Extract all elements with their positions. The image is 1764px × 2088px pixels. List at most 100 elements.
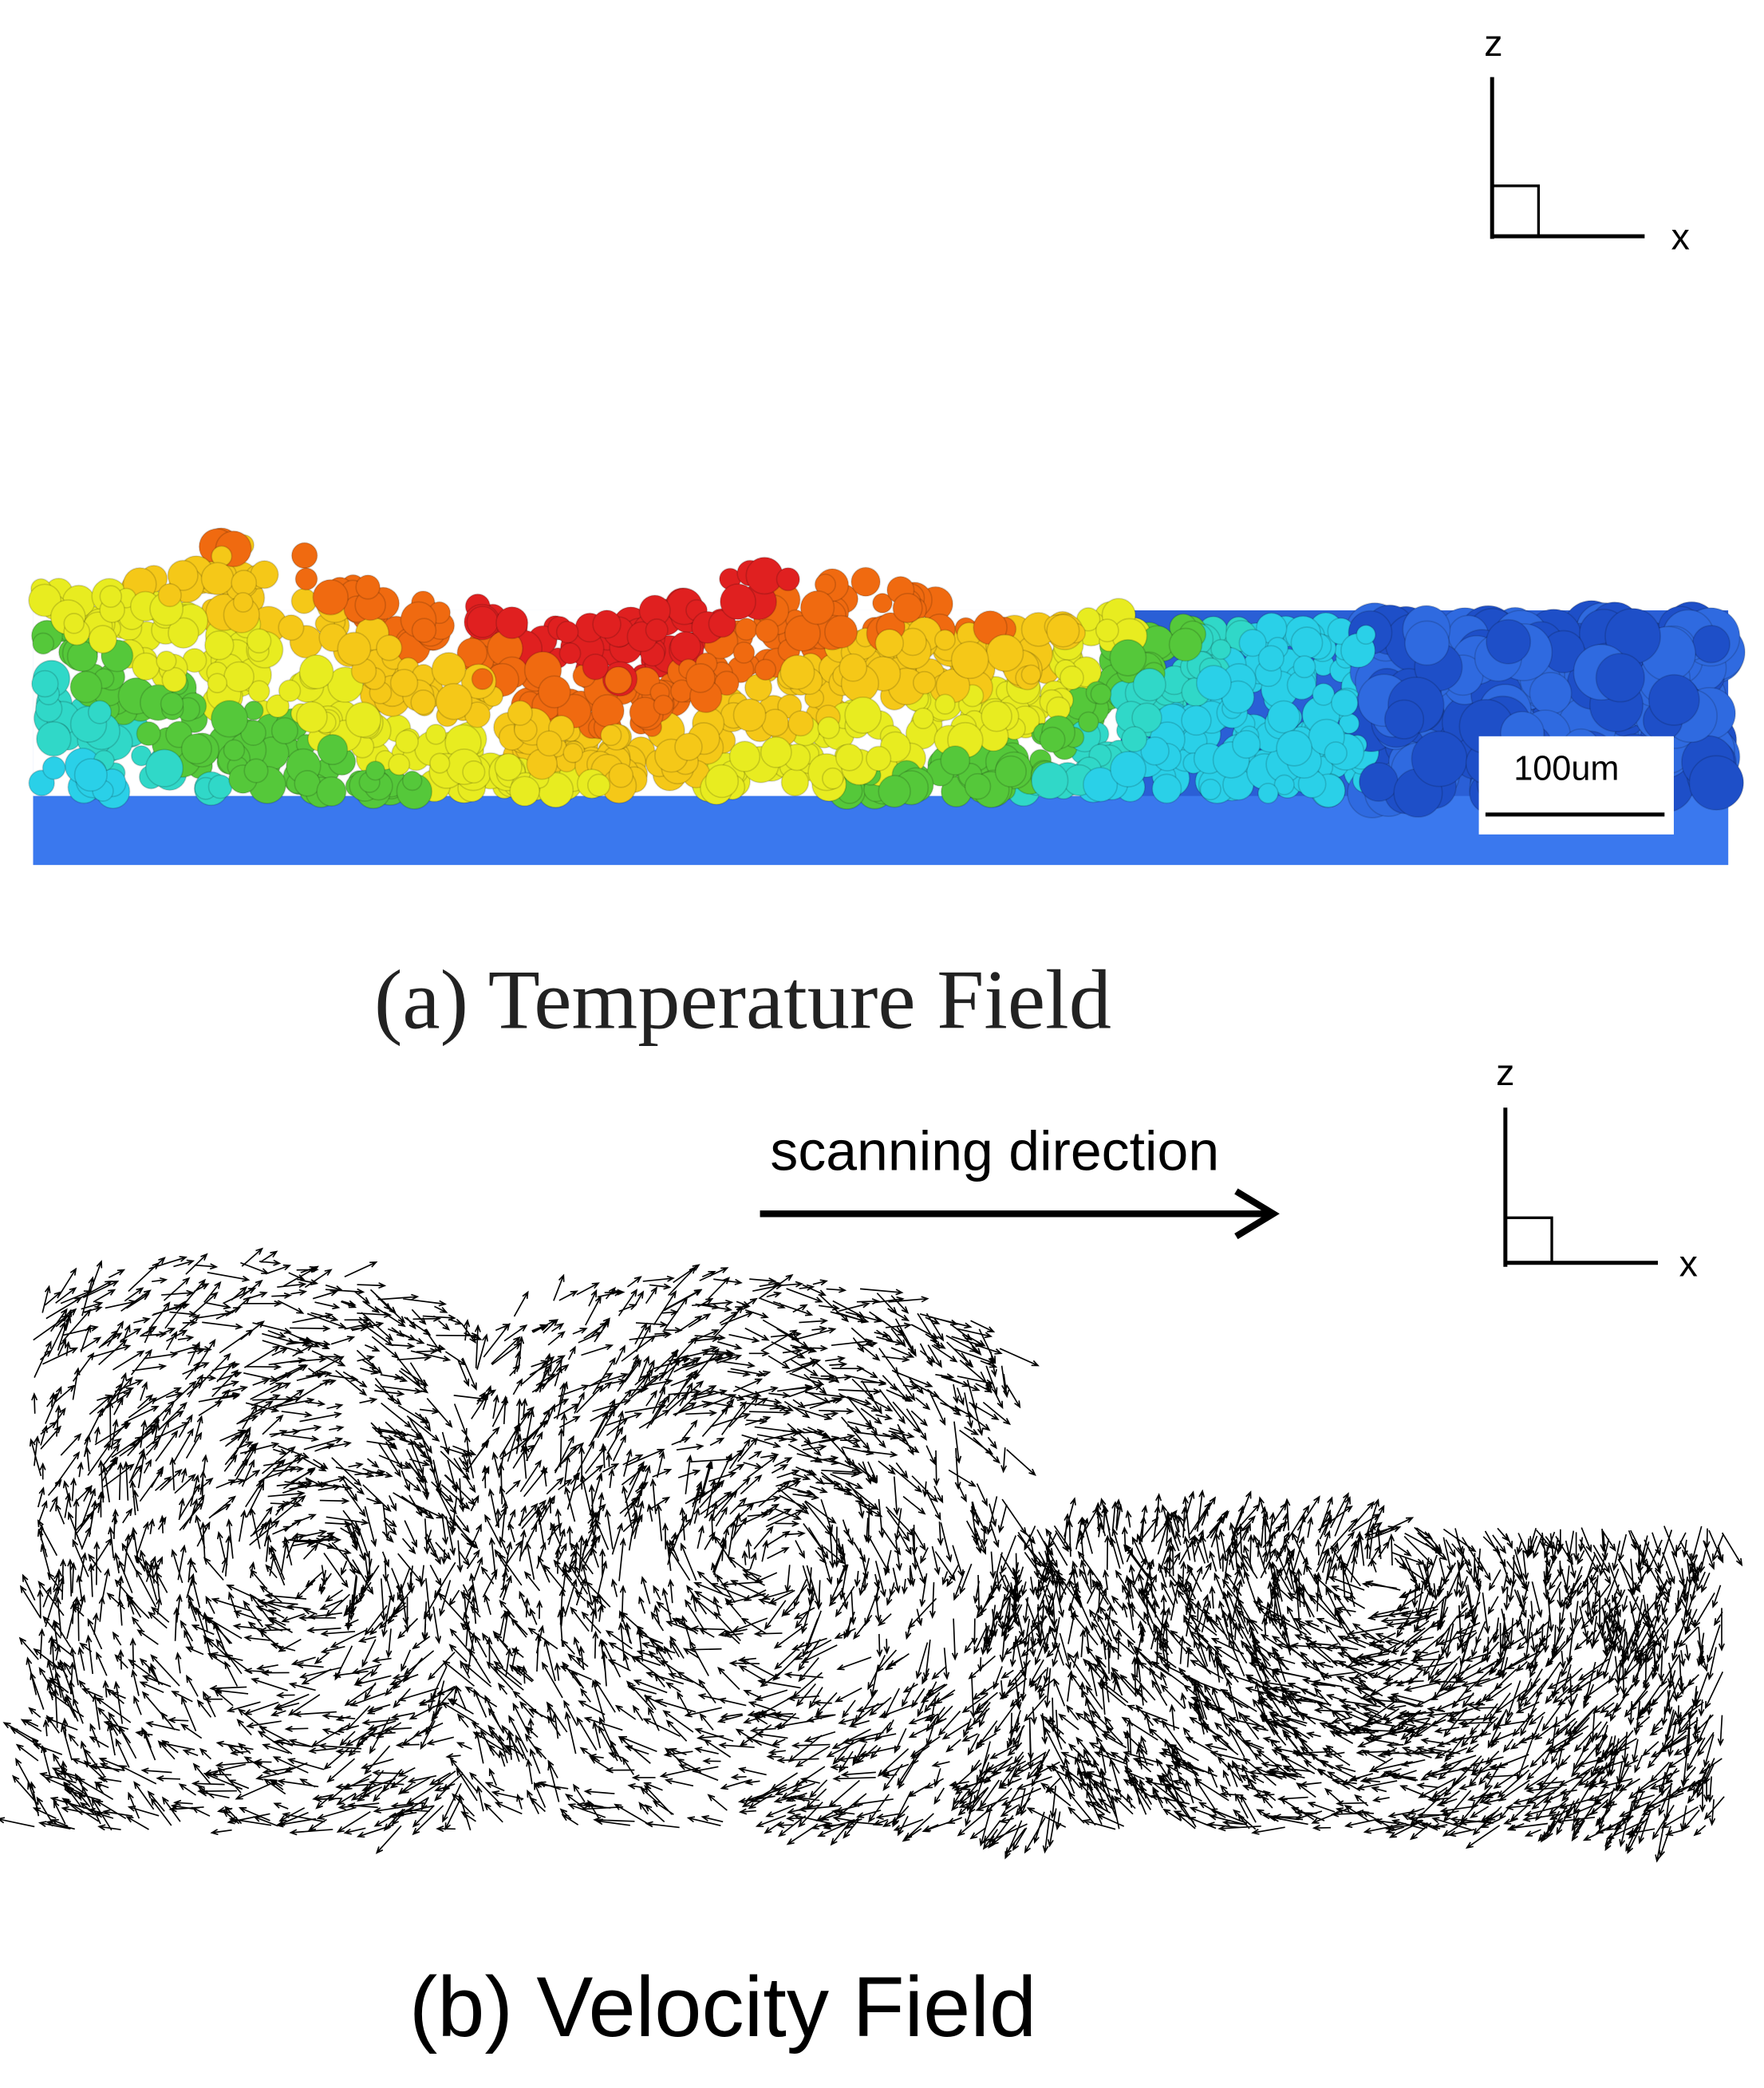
particle: [507, 700, 533, 726]
particle: [1411, 730, 1468, 787]
particle: [754, 658, 777, 681]
particle: [1648, 673, 1700, 726]
particle: [1383, 699, 1425, 740]
particle: [586, 773, 611, 797]
particle: [872, 592, 893, 614]
particle: [1404, 620, 1450, 666]
particle: [775, 566, 800, 592]
particle: [1121, 726, 1148, 752]
right-angle: [1490, 184, 1541, 238]
particle: [1276, 729, 1313, 767]
particle: [1257, 783, 1279, 804]
particle: [1181, 705, 1212, 736]
particle: [728, 740, 761, 772]
particle: [395, 729, 419, 754]
particle: [783, 614, 821, 652]
particle: [495, 606, 529, 640]
particle: [535, 730, 562, 757]
particle: [425, 724, 447, 745]
particle: [247, 680, 270, 703]
particle: [866, 745, 892, 772]
axis-label: z: [1484, 22, 1502, 64]
particle: [600, 724, 622, 747]
particle: [817, 716, 840, 740]
particle: [429, 752, 451, 774]
particle: [312, 578, 349, 616]
particle: [934, 693, 956, 715]
caption: (a) Temperature Field: [374, 953, 1111, 1048]
particle: [669, 630, 702, 663]
axis-label: x: [1679, 1242, 1698, 1284]
particle: [99, 585, 123, 608]
particle: [1691, 625, 1730, 664]
particle: [69, 670, 103, 704]
particle: [1151, 773, 1182, 804]
particle: [435, 682, 473, 720]
particle: [787, 710, 815, 737]
particle: [1031, 761, 1069, 799]
annotation: scanning direction: [770, 1119, 1219, 1182]
particle: [1290, 626, 1324, 660]
particle: [223, 739, 246, 762]
particle: [799, 590, 835, 626]
particle: [1529, 672, 1573, 715]
particle: [1132, 668, 1166, 702]
direction-arrow: [760, 1188, 1280, 1240]
particle: [994, 755, 1028, 787]
particle: [167, 559, 199, 591]
particle: [207, 673, 228, 693]
scale-bar-box: [1478, 736, 1674, 835]
particle: [411, 618, 437, 643]
particle: [824, 614, 858, 649]
particle: [985, 634, 1024, 673]
particle: [1312, 682, 1336, 706]
particle: [1356, 624, 1376, 645]
particle: [337, 631, 372, 666]
particle: [298, 654, 334, 689]
particle: [365, 760, 386, 781]
particle: [431, 652, 467, 687]
particle: [294, 567, 318, 591]
particle: [231, 570, 258, 596]
particle: [1595, 653, 1645, 703]
particle: [36, 720, 72, 757]
particle: [1059, 665, 1084, 690]
particle: [708, 610, 736, 638]
particle: [232, 591, 254, 613]
particle: [290, 542, 318, 570]
particle: [160, 692, 184, 716]
particle: [964, 772, 992, 800]
particle: [760, 736, 792, 768]
particle: [912, 707, 934, 730]
particle: [266, 693, 290, 718]
particle: [1331, 689, 1359, 717]
particle: [1358, 762, 1399, 802]
particle: [981, 700, 1012, 732]
particle: [1083, 767, 1119, 803]
particle: [144, 748, 184, 787]
particle: [88, 625, 117, 654]
particle: [157, 582, 182, 608]
particle: [653, 694, 674, 716]
particle: [1168, 627, 1203, 662]
particle: [592, 610, 622, 639]
particle: [1039, 726, 1066, 753]
particle: [755, 618, 779, 643]
particle: [835, 743, 863, 772]
particle: [270, 716, 299, 744]
particle: [714, 670, 740, 697]
particle: [685, 663, 716, 693]
particle: [180, 732, 212, 765]
particle: [734, 618, 758, 641]
particle: [1020, 664, 1042, 685]
particle: [839, 653, 868, 682]
particle: [538, 675, 571, 708]
velocity-arrows: [0, 1247, 1743, 1863]
particle: [912, 670, 937, 695]
particle: [316, 776, 347, 807]
particle: [1238, 629, 1267, 657]
particle: [1324, 741, 1348, 765]
particle: [28, 583, 62, 618]
particle: [204, 630, 235, 661]
